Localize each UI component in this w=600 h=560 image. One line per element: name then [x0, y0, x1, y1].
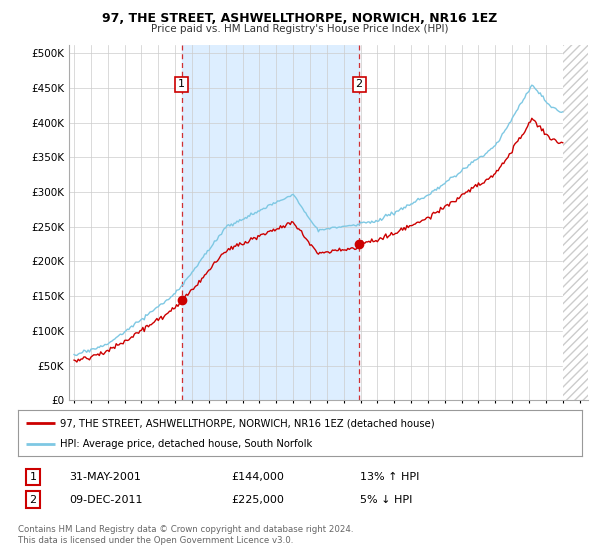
- Text: £144,000: £144,000: [231, 472, 284, 482]
- Bar: [563, 45, 588, 400]
- Text: HPI: Average price, detached house, South Norfolk: HPI: Average price, detached house, Sout…: [60, 438, 313, 449]
- Bar: [182, 45, 359, 400]
- Text: Price paid vs. HM Land Registry's House Price Index (HPI): Price paid vs. HM Land Registry's House …: [151, 24, 449, 34]
- Text: 97, THE STREET, ASHWELLTHORPE, NORWICH, NR16 1EZ (detached house): 97, THE STREET, ASHWELLTHORPE, NORWICH, …: [60, 418, 435, 428]
- Text: 13% ↑ HPI: 13% ↑ HPI: [360, 472, 419, 482]
- Text: 97, THE STREET, ASHWELLTHORPE, NORWICH, NR16 1EZ: 97, THE STREET, ASHWELLTHORPE, NORWICH, …: [103, 12, 497, 25]
- Text: 5% ↓ HPI: 5% ↓ HPI: [360, 494, 412, 505]
- Text: 1: 1: [29, 472, 37, 482]
- Text: 31-MAY-2001: 31-MAY-2001: [69, 472, 141, 482]
- Text: £225,000: £225,000: [231, 494, 284, 505]
- Text: 1: 1: [178, 80, 185, 90]
- Bar: [563, 45, 588, 400]
- Text: 09-DEC-2011: 09-DEC-2011: [69, 494, 143, 505]
- Text: 2: 2: [29, 494, 37, 505]
- Text: 2: 2: [356, 80, 363, 90]
- Text: Contains HM Land Registry data © Crown copyright and database right 2024.
This d: Contains HM Land Registry data © Crown c…: [18, 525, 353, 545]
